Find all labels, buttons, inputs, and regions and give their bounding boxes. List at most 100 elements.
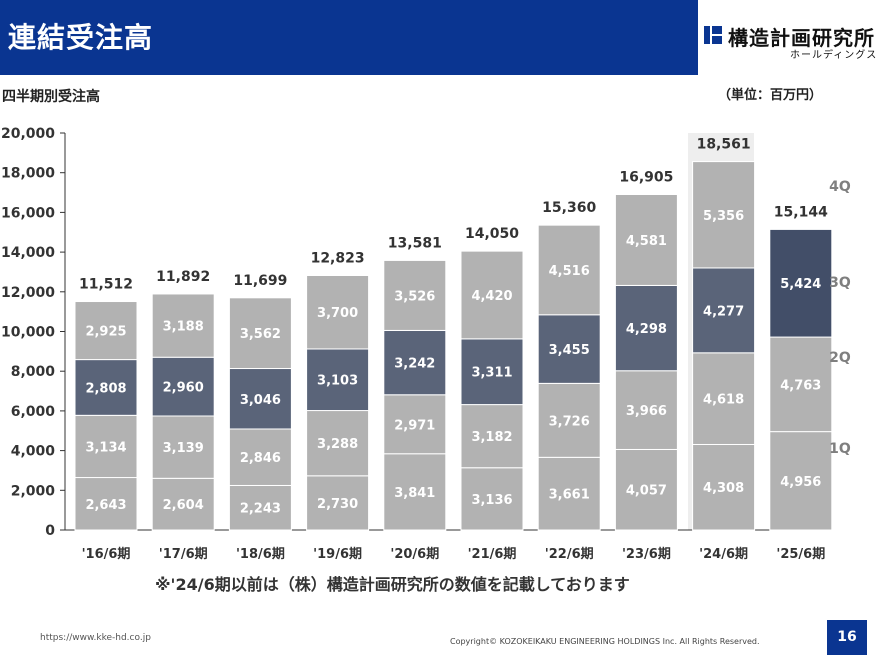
bar-q4-7 [537, 224, 601, 316]
bar-value-label: 3,136 [471, 493, 512, 508]
bar-value-label: 3,188 [163, 320, 204, 335]
y-tick-label: 8,000 [11, 364, 56, 380]
y-tick-label: 14,000 [1, 245, 55, 261]
bar-value-label: 3,134 [85, 440, 126, 455]
y-tick-label: 2,000 [11, 483, 56, 499]
bar-value-label: 2,971 [394, 418, 435, 433]
bar-value-label: 4,308 [703, 481, 744, 496]
bar-value-label: 3,103 [317, 374, 358, 389]
bar-q4-8 [614, 193, 678, 286]
bar-total-label: 16,905 [619, 169, 673, 185]
x-tick-label: '19/6期 [313, 547, 362, 562]
bar-q2-10 [769, 336, 833, 433]
bar-value-label: 3,288 [317, 437, 358, 452]
x-tick-label: '20/6期 [390, 547, 439, 562]
bar-total-label: 14,050 [465, 226, 519, 242]
bar-value-label: 3,841 [394, 486, 435, 501]
bar-value-label: 3,311 [471, 366, 512, 381]
bar-value-label: 3,455 [549, 343, 590, 358]
bar-q2-3 [228, 428, 292, 486]
bar-q3-5 [383, 329, 447, 396]
bar-value-label: 2,808 [85, 381, 126, 396]
y-tick-label: 16,000 [1, 205, 55, 221]
bar-value-label: 2,960 [163, 381, 204, 396]
bar-value-label: 3,242 [394, 357, 435, 372]
bar-q1-5 [383, 453, 447, 531]
bar-value-label: 3,526 [394, 289, 435, 304]
bar-total-label: 15,144 [774, 204, 828, 220]
company-logo: 構造計画研究所 ホールディングス [704, 24, 879, 64]
bar-value-label: 2,243 [240, 502, 281, 517]
bar-total-label: 11,512 [79, 276, 133, 292]
quarter-label-4q: 4Q [829, 179, 851, 195]
bar-value-label: 2,604 [163, 498, 204, 513]
bar-value-label: 3,700 [317, 306, 358, 321]
bar-q2-4 [306, 410, 370, 477]
y-tick-label: 0 [45, 523, 55, 539]
bar-q4-3 [228, 297, 292, 370]
slide-title: 連結受注高 [8, 21, 154, 54]
quarter-label-1q: 1Q [829, 441, 851, 457]
bar-value-label: 3,966 [626, 404, 667, 419]
bar-q4-1 [74, 301, 138, 361]
bar-q3-7 [537, 314, 601, 384]
bar-q1-4 [306, 475, 370, 531]
bar-value-label: 3,139 [163, 441, 204, 456]
footnote: ※'24/6期以前は（株）構造計画研究所の数値を記載しております [155, 575, 630, 594]
footer-url[interactable]: https://www.kke-hd.co.jp [40, 633, 151, 643]
logo-subtitle: ホールディングス [790, 50, 878, 61]
bar-value-label: 3,562 [240, 327, 281, 342]
bar-total-label: 18,561 [697, 137, 751, 153]
bar-value-label: 3,661 [549, 488, 590, 503]
bar-value-label: 4,057 [626, 484, 667, 499]
bar-q1-10 [769, 431, 833, 531]
page-number: 16 [827, 620, 867, 655]
bar-value-label: 4,956 [780, 475, 821, 490]
bar-q3-2 [151, 356, 215, 417]
bar-value-label: 2,730 [317, 497, 358, 512]
bar-q3-6 [460, 338, 524, 406]
y-tick-label: 18,000 [1, 166, 55, 182]
x-tick-label: '18/6期 [236, 547, 285, 562]
bar-q3-10 [769, 228, 833, 338]
bar-q3-3 [228, 368, 292, 430]
bar-value-label: 4,618 [703, 393, 744, 408]
bar-value-label: 4,763 [780, 378, 821, 393]
bar-value-label: 4,581 [626, 234, 667, 249]
bar-value-label: 2,643 [85, 498, 126, 513]
bar-value-label: 3,726 [549, 414, 590, 429]
bar-q4-9 [692, 161, 756, 269]
bar-q2-9 [692, 352, 756, 445]
bar-q2-1 [74, 414, 138, 479]
x-tick-label: '25/6期 [776, 547, 825, 562]
x-tick-label: '24/6期 [699, 547, 748, 562]
company-logo-icon [704, 26, 722, 44]
x-tick-label: '23/6期 [622, 547, 671, 562]
bar-q4-4 [306, 275, 370, 350]
bar-total-label: 11,892 [156, 269, 210, 285]
y-tick-label: 4,000 [11, 444, 56, 460]
bar-q3-8 [614, 284, 678, 372]
bar-total-label: 15,360 [542, 200, 596, 216]
bar-q4-5 [383, 259, 447, 331]
copyright-text: Copyright© KOZOKEIKAKU ENGINEERING HOLDI… [450, 637, 760, 646]
bar-value-label: 3,046 [240, 393, 281, 408]
unit-label: （単位：百万円） [718, 88, 823, 103]
bar-q2-2 [151, 415, 215, 479]
bar-q4-6 [460, 250, 524, 340]
bar-q3-1 [74, 359, 138, 416]
bar-q1-8 [614, 448, 678, 531]
bar-value-label: 4,298 [626, 322, 667, 337]
bar-q3-9 [692, 267, 756, 354]
bar-value-label: 5,424 [780, 277, 821, 292]
bar-value-label: 4,277 [703, 304, 744, 319]
chart-subtitle: 四半期別受注高 [2, 89, 100, 105]
logo-name: 構造計画研究所 [728, 26, 875, 50]
x-tick-label: '22/6期 [545, 547, 594, 562]
bar-q4-2 [151, 293, 215, 358]
bar-value-label: 2,846 [240, 451, 281, 466]
x-tick-label: '17/6期 [159, 547, 208, 562]
x-tick-label: '21/6期 [468, 547, 517, 562]
bar-total-label: 12,823 [311, 250, 365, 266]
bar-q2-6 [460, 404, 524, 469]
